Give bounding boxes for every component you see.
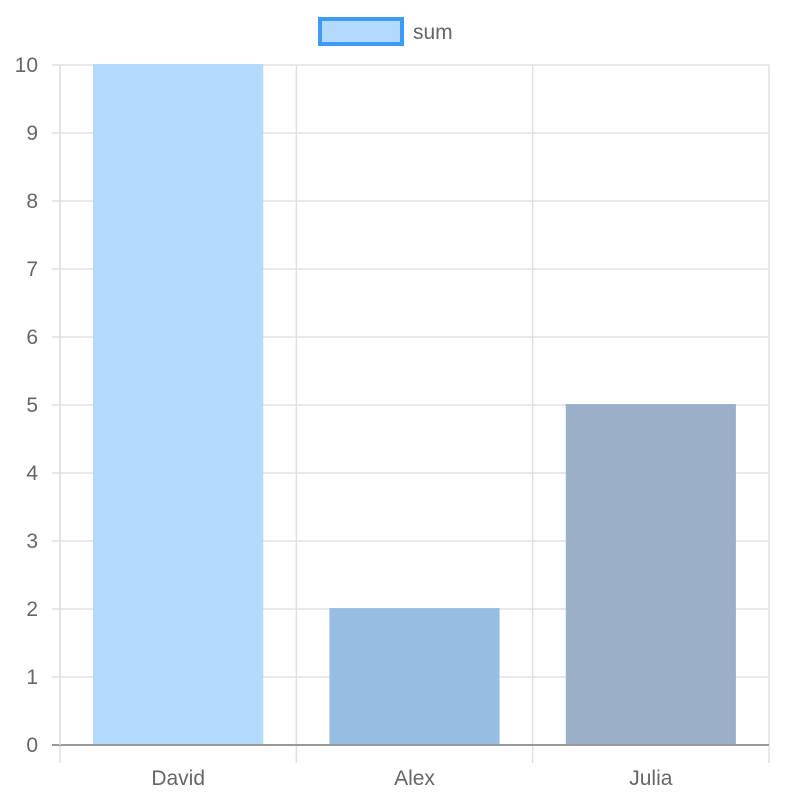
y-tick-label: 8 [26, 190, 38, 213]
y-tick-label: 2 [26, 598, 38, 621]
legend-label-sum[interactable]: sum [413, 21, 453, 44]
y-tick-label: 6 [26, 326, 38, 349]
bars [93, 64, 736, 745]
legend-swatch-sum[interactable] [318, 17, 404, 46]
bar-julia[interactable] [565, 405, 736, 745]
y-tick-label: 3 [26, 530, 38, 553]
y-tick-labels: 0 1 2 3 4 5 6 7 8 9 10 [15, 54, 39, 757]
x-tick-label: Julia [629, 767, 673, 790]
bar-david[interactable] [93, 65, 264, 745]
y-tick-label: 0 [26, 734, 38, 757]
y-tick-label: 4 [26, 462, 38, 485]
x-tick-label: Alex [394, 767, 435, 790]
x-tick-labels: David Alex Julia [151, 767, 672, 790]
y-tick-label: 1 [26, 666, 38, 689]
y-tick-label: 5 [26, 394, 38, 417]
y-tick-label: 7 [26, 258, 38, 281]
y-tick-label: 9 [26, 122, 38, 145]
legend[interactable]: sum [318, 17, 453, 46]
x-tick-label: David [151, 767, 205, 790]
bar-alex[interactable] [329, 609, 500, 745]
y-tick-label: 10 [15, 54, 38, 77]
axes [52, 65, 769, 746]
